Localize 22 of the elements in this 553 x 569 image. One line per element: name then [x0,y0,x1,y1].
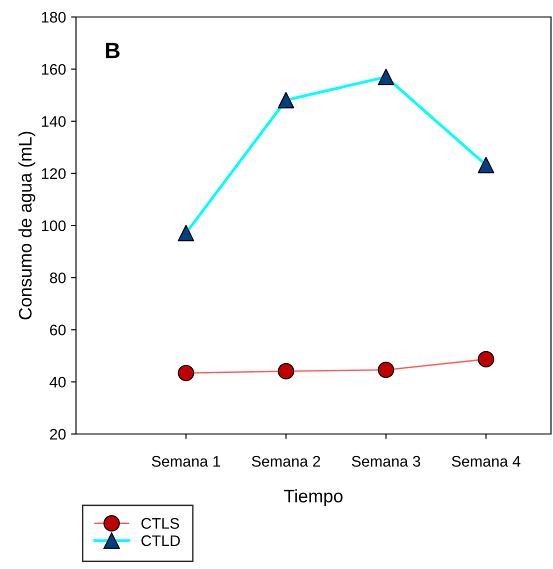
y-tick-label: 20 [50,428,66,440]
y-tick-label: 140 [42,116,66,127]
legend-label: CTLS [141,518,180,529]
y-tick-label: 160 [42,64,66,75]
y-tick-label: 100 [42,220,66,232]
point [278,92,294,108]
x-tick-label: Semana 2 [252,456,320,467]
y-tick-label: 40 [50,376,66,388]
y-tick-label: 60 [50,324,66,336]
point [178,224,194,242]
annotation: B [106,42,120,58]
y-tick-label: 180 [42,12,66,23]
x-axis-title: Tiempo [284,489,343,506]
point [478,156,494,174]
y-tick-label: 120 [42,168,66,180]
legend-label: CTLD [141,535,180,546]
x-tick-label: Semana 3 [352,456,420,467]
x-tick-label: Semana 1 [152,456,220,467]
x-tick-label: Semana 4 [452,456,520,467]
y-tick-label: 80 [50,272,66,284]
point [378,68,394,86]
y-axis-title: Consumo de agua (mL) [18,132,36,320]
